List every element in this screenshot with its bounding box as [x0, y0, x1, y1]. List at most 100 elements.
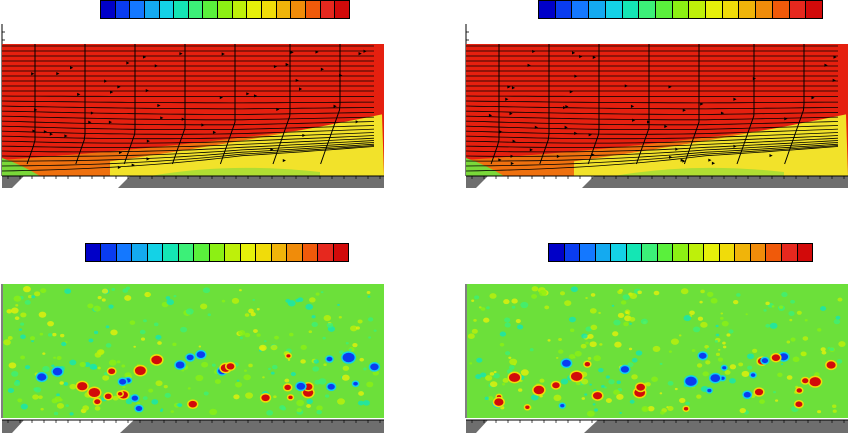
vorticity-blob [587, 356, 592, 360]
flow-arrow [720, 111, 725, 115]
vorticity-blob [198, 345, 202, 348]
colorbar-swatch [218, 1, 233, 18]
vorticity-blob [284, 378, 290, 383]
flow-arrow [270, 147, 274, 152]
vorticity-blob [483, 317, 490, 323]
vorticity-blob [668, 350, 672, 353]
vorticity-blob [263, 340, 267, 343]
streamline [1, 125, 375, 130]
vorticity-blob [728, 329, 734, 334]
flow-arrow [488, 113, 493, 117]
vorticity-blob [200, 303, 208, 310]
vorticity-blob [779, 305, 784, 309]
vorticity-blob [659, 392, 663, 395]
colorbar-swatch [225, 244, 241, 261]
vorticity-blob [720, 312, 724, 315]
flow-arrow [363, 49, 367, 53]
flow-arrow [157, 103, 161, 108]
vortex-core [104, 393, 112, 400]
colorbar-swatch [335, 1, 349, 18]
vorticity-blob [617, 312, 625, 318]
colorbar-swatch [247, 1, 263, 18]
vorticity-blob [738, 362, 744, 367]
vorticity-blob [296, 408, 302, 413]
vortex-core [533, 385, 545, 395]
flow-arrow [131, 163, 135, 167]
vorticity-blob [69, 359, 77, 366]
colorbar-swatch [673, 244, 689, 261]
vorticity-blob [499, 342, 505, 347]
velocity-profile-line [635, 44, 650, 165]
vortex-core [698, 352, 707, 359]
vorticity-blob [585, 341, 589, 345]
colorbar-swatch [271, 244, 288, 261]
colorbar-swatch [689, 1, 707, 18]
colorbar-swatch [163, 244, 179, 261]
vorticity-blob [350, 325, 358, 332]
colorbar-swatch [130, 1, 145, 18]
vorticity-blob [696, 363, 703, 368]
vorticity-blob [586, 410, 595, 417]
vorticity-blob [97, 366, 101, 370]
vorticity-blob [570, 286, 578, 293]
vorticity-blob [786, 375, 793, 380]
vorticity-blob [691, 349, 696, 352]
vorticity-blob [94, 406, 101, 411]
near-wall-region [2, 158, 40, 176]
flow-arrow [31, 72, 35, 76]
streamline [1, 140, 375, 153]
wall-left [466, 176, 488, 188]
vorticity-blob [538, 289, 547, 297]
vorticity-blob [635, 350, 643, 356]
vorticity-blob [96, 349, 105, 356]
colorbar-top-left [100, 0, 350, 19]
vorticity-blob [589, 383, 592, 386]
vorticity-blob [503, 299, 510, 305]
vorticity-blob [357, 319, 363, 324]
vortex-core [571, 371, 583, 381]
vorticity-blob [316, 409, 322, 415]
colorbar-swatch [722, 1, 740, 18]
flow-arrow [574, 131, 578, 135]
vorticity-blob [726, 333, 731, 337]
colorbar-swatch [262, 1, 277, 18]
vorticity-blob [101, 288, 109, 294]
flow-arrow [285, 62, 289, 67]
vorticity-blob [139, 329, 146, 335]
vorticity-blob [530, 394, 539, 401]
vorticity-blob [505, 351, 511, 356]
vorticity-blob [33, 387, 38, 391]
vorticity-blob [704, 345, 709, 349]
vortex-core [620, 366, 629, 373]
colorbar-swatch [704, 244, 720, 261]
velocity-profile-line [75, 44, 86, 165]
vorticity-blob [338, 315, 342, 319]
vorticity-blob [309, 297, 316, 303]
vorticity-blob [489, 381, 498, 388]
vorticity-blob [612, 331, 619, 337]
flow-arrow [108, 120, 113, 124]
vortex-core [296, 382, 306, 390]
vorticity-blob [544, 305, 550, 310]
vortex-core [353, 381, 358, 386]
vorticity-blob [40, 288, 47, 294]
vorticity-blob [714, 340, 718, 343]
vorticity-blob [203, 391, 209, 396]
vorticity-blob [221, 299, 226, 303]
vorticity-blob [707, 347, 710, 350]
vorticity-blob [585, 297, 588, 300]
vorticity-blob [166, 299, 174, 306]
vorticity-blob [702, 371, 709, 377]
flow-arrow [355, 120, 359, 124]
flow-arrow [221, 52, 225, 56]
colorbar-swatch [276, 1, 292, 18]
vorticity-blob [312, 366, 320, 372]
vorticity-blob [323, 315, 332, 322]
vorticity-blob [209, 408, 218, 416]
near-wall-region [614, 167, 784, 176]
colorbar-swatch [101, 1, 116, 18]
vorticity-blob [486, 306, 490, 310]
vorticity-blob [475, 374, 482, 380]
vorticity-blob [836, 359, 843, 364]
colorbar-bottom-right [548, 243, 813, 262]
